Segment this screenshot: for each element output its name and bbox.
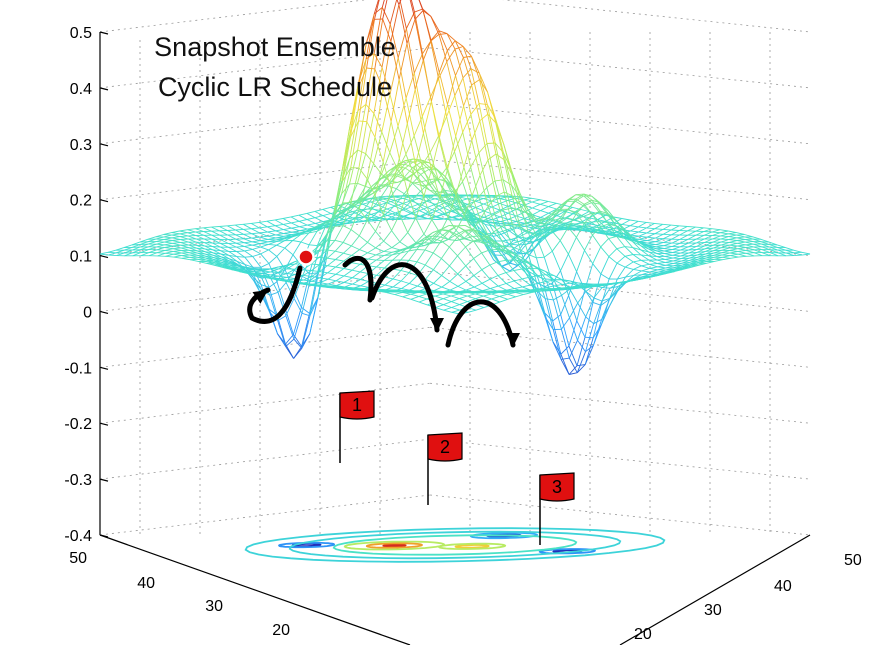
z-tick-mark bbox=[99, 422, 109, 426]
flag-label: 2 bbox=[440, 437, 450, 457]
x-axis-left: 50 40 30 20 bbox=[69, 550, 290, 639]
z-tick-label: 0 bbox=[83, 304, 92, 321]
arrowhead bbox=[252, 290, 268, 304]
snapshot-flags: 1 2 3 bbox=[339, 390, 575, 545]
flag-banner bbox=[539, 472, 575, 502]
z-tick-mark bbox=[99, 199, 109, 203]
snapshot-flag: 1 bbox=[339, 390, 375, 463]
z-tick-mark bbox=[99, 534, 109, 538]
x-tick-label-right: 30 bbox=[704, 602, 722, 619]
snapshot-flag: 2 bbox=[427, 432, 463, 505]
z-tick-label: -0.1 bbox=[64, 360, 92, 377]
z-tick-mark bbox=[99, 143, 109, 147]
arrowhead bbox=[430, 318, 444, 332]
z-tick-label: 0.3 bbox=[70, 137, 92, 154]
z-tick-mark bbox=[99, 87, 109, 91]
z-tick-mark bbox=[99, 310, 109, 315]
z-tick-mark bbox=[99, 254, 109, 259]
flag-banner bbox=[339, 390, 375, 420]
chart-title-line-1: Snapshot Ensemble bbox=[154, 32, 396, 62]
flag-label: 1 bbox=[352, 395, 362, 415]
z-tick-label: -0.2 bbox=[64, 416, 92, 433]
trajectory-path bbox=[369, 262, 440, 333]
z-tick-label: 0.2 bbox=[70, 193, 92, 210]
start-point bbox=[297, 248, 315, 266]
x-tick-label-right: 20 bbox=[634, 626, 652, 643]
x-tick-label-left: 30 bbox=[205, 598, 223, 615]
z-axis: 0.5 0.4 0.3 0.2 0.1 0 -0.1 -0.2 -0.3 -0.4 bbox=[64, 25, 109, 545]
z-tick-label: -0.4 bbox=[64, 528, 92, 545]
z-tick-label: -0.3 bbox=[64, 472, 92, 489]
z-tick-mark bbox=[99, 478, 109, 482]
axes-frame bbox=[99, 32, 811, 645]
trajectory-path bbox=[342, 256, 374, 303]
z-tick-label: 0.1 bbox=[70, 249, 92, 266]
x-tick-label-right: 50 bbox=[844, 552, 862, 569]
chart-title-line-2: Cyclic LR Schedule bbox=[158, 72, 392, 102]
x-axis-right: 50 40 30 20 bbox=[634, 552, 862, 643]
surface-mesh bbox=[99, 0, 811, 375]
z-tick-mark bbox=[99, 366, 109, 370]
trajectory-path bbox=[445, 299, 516, 348]
flag-label: 3 bbox=[552, 477, 562, 497]
z-tick-label: 0.4 bbox=[70, 81, 92, 98]
x-tick-label-left: 50 bbox=[69, 550, 87, 567]
arrowhead bbox=[506, 333, 520, 347]
flag-banner bbox=[427, 432, 463, 462]
snapshot-flag: 3 bbox=[539, 472, 575, 545]
z-tick-mark bbox=[99, 31, 109, 35]
trajectory-arrows bbox=[247, 256, 520, 348]
x-tick-label-right: 40 bbox=[774, 578, 792, 595]
x-tick-label-left: 20 bbox=[272, 622, 290, 639]
x-tick-label-left: 40 bbox=[137, 575, 155, 592]
contour-projection bbox=[244, 527, 666, 563]
z-tick-label: 0.5 bbox=[70, 25, 92, 42]
